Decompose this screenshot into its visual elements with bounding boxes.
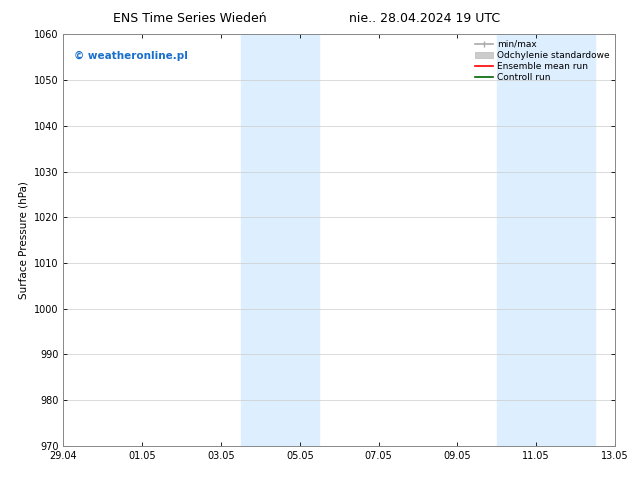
Text: nie.. 28.04.2024 19 UTC: nie.. 28.04.2024 19 UTC [349,12,500,25]
Bar [497,34,595,446]
Text: ENS Time Series Wiedeń: ENS Time Series Wiedeń [113,12,267,25]
Text: © weatheronline.pl: © weatheronline.pl [74,51,188,61]
Bar [241,34,320,446]
Legend: min/max, Odchylenie standardowe, Ensemble mean run, Controll run: min/max, Odchylenie standardowe, Ensembl… [472,36,613,86]
Y-axis label: Surface Pressure (hPa): Surface Pressure (hPa) [18,181,29,299]
